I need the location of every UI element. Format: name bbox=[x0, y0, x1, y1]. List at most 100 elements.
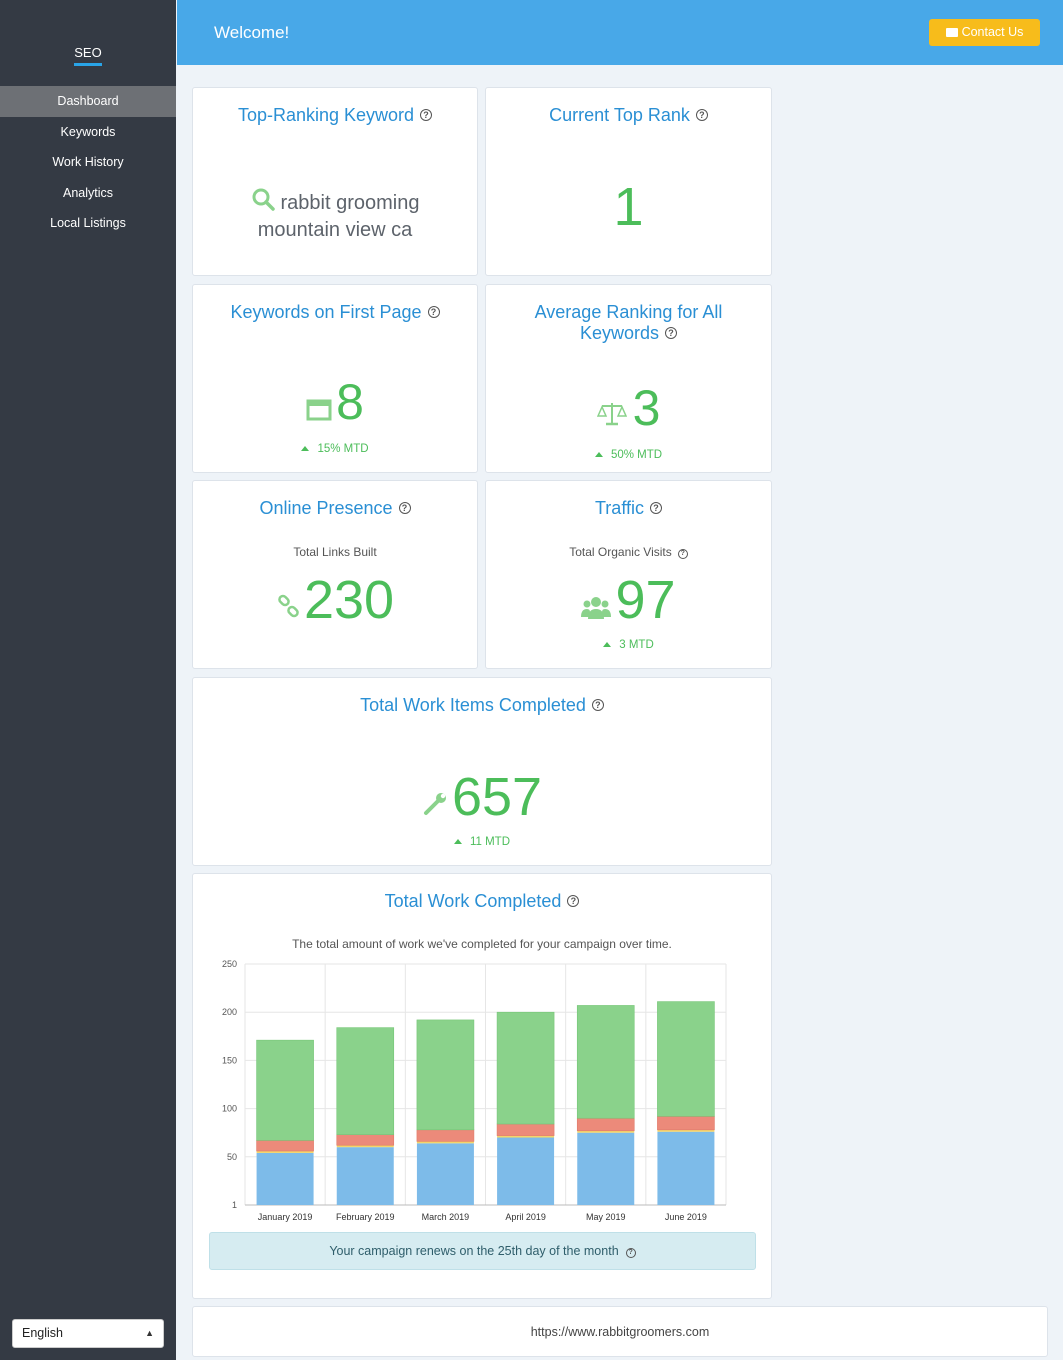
card-title: Keywords on First Page bbox=[230, 302, 422, 322]
language-select-value: English bbox=[22, 1326, 63, 1340]
help-icon[interactable]: ? bbox=[625, 1248, 636, 1258]
help-icon[interactable]: ? bbox=[427, 306, 440, 318]
browser-window-icon bbox=[306, 399, 332, 421]
link-icon bbox=[278, 594, 299, 618]
y-tick-label: 250 bbox=[222, 959, 237, 969]
scale-icon bbox=[596, 403, 627, 426]
bar-segment bbox=[497, 1137, 555, 1205]
contact-us-label: Contact Us bbox=[961, 25, 1024, 39]
brand-title[interactable]: SEO bbox=[0, 45, 176, 66]
card-title-line1: Average Ranking for All bbox=[534, 302, 723, 322]
renewal-text: Your campaign renews on the 25th day of … bbox=[329, 1244, 619, 1258]
help-icon[interactable]: ? bbox=[677, 549, 688, 559]
top-ranking-keyword-card: Top-Ranking Keyword? rabbit grooming mou… bbox=[192, 87, 478, 276]
sidebar: SEO Dashboard Keywords Work History Anal… bbox=[0, 0, 176, 1360]
average-ranking-value: 3 bbox=[632, 380, 661, 436]
sidebar-item-analytics[interactable]: Analytics bbox=[62, 185, 114, 200]
bar-segment bbox=[657, 1116, 715, 1131]
help-icon[interactable]: ? bbox=[591, 699, 604, 711]
card-title: Current Top Rank bbox=[549, 105, 690, 125]
bar-segment bbox=[256, 1151, 314, 1153]
bar-segment bbox=[256, 1140, 314, 1152]
envelope-icon bbox=[945, 28, 958, 37]
bar-segment bbox=[256, 1039, 314, 1141]
select-arrows-icon: ▲︎ bbox=[145, 1328, 154, 1338]
trend-up-icon bbox=[603, 642, 612, 647]
work-items-mtd: 11 MTD bbox=[469, 836, 511, 848]
card-title: Total Work Completed bbox=[384, 891, 562, 911]
top-keyword-line2: mountain view ca bbox=[257, 219, 413, 241]
help-icon[interactable]: ? bbox=[650, 502, 662, 514]
card-title: Online Presence bbox=[259, 498, 393, 518]
traffic-value: 97 bbox=[615, 570, 676, 630]
bar-segment bbox=[336, 1134, 395, 1146]
bar-segment bbox=[336, 1145, 394, 1148]
bar-segment bbox=[576, 1005, 635, 1119]
y-tick-label: 150 bbox=[222, 1055, 237, 1065]
online-presence-subtitle: Total Links Built bbox=[293, 545, 377, 559]
help-icon[interactable]: ? bbox=[665, 327, 678, 339]
help-icon[interactable]: ? bbox=[567, 895, 580, 907]
sidebar-nav: Dashboard Keywords Work History Analytic… bbox=[0, 86, 176, 239]
card-title: Top-Ranking Keyword bbox=[237, 105, 415, 125]
website-url-card: https://www.rabbitgroomers.com bbox=[192, 1306, 1048, 1357]
bar-segment bbox=[577, 1132, 635, 1205]
page-title: Welcome! bbox=[214, 23, 290, 42]
card-title: Total Work Items Completed bbox=[360, 695, 586, 715]
bar-segment bbox=[657, 1131, 715, 1205]
help-icon[interactable]: ? bbox=[398, 502, 411, 514]
bar-segment bbox=[657, 1001, 715, 1117]
bar-segment bbox=[416, 1141, 474, 1144]
y-tick-label: 200 bbox=[222, 1007, 237, 1017]
x-tick-label: March 2019 bbox=[422, 1212, 470, 1222]
y-tick-label: 50 bbox=[227, 1152, 237, 1162]
online-presence-card: Online Presence? Total Links Built 230 bbox=[192, 480, 478, 669]
traffic-mtd: 3 MTD bbox=[619, 639, 654, 651]
bar-segment bbox=[416, 1129, 475, 1142]
bar-segment bbox=[496, 1011, 555, 1125]
online-presence-value: 230 bbox=[303, 570, 395, 630]
x-tick-label: January 2019 bbox=[258, 1212, 313, 1222]
trend-up-icon bbox=[301, 446, 310, 451]
x-tick-label: June 2019 bbox=[665, 1212, 707, 1222]
language-select[interactable]: English ▲︎ bbox=[12, 1319, 164, 1348]
sidebar-item-work-history[interactable]: Work History bbox=[52, 155, 124, 169]
card-title: Traffic bbox=[594, 498, 644, 518]
bar-segment bbox=[336, 1147, 394, 1205]
help-icon[interactable]: ? bbox=[695, 109, 708, 121]
top-keyword: rabbit grooming mountain view ca bbox=[193, 187, 477, 244]
top-keyword-line1: rabbit grooming bbox=[280, 192, 420, 214]
x-tick-label: February 2019 bbox=[336, 1212, 395, 1222]
top-rank-value: 1 bbox=[613, 177, 644, 237]
users-icon bbox=[581, 597, 612, 619]
work-items-value: 657 bbox=[451, 767, 543, 827]
card-title-line2: Keywords bbox=[579, 323, 660, 343]
campaign-renewal-notice: Your campaign renews on the 25th day of … bbox=[209, 1232, 756, 1270]
wrench-icon bbox=[423, 793, 446, 815]
y-tick-label: 100 bbox=[222, 1104, 237, 1114]
average-ranking-mtd: 50% MTD bbox=[610, 449, 663, 461]
sidebar-item-dashboard[interactable]: Dashboard bbox=[0, 86, 176, 117]
x-tick-label: April 2019 bbox=[505, 1212, 546, 1222]
first-page-mtd: 15% MTD bbox=[317, 443, 369, 455]
bar-segment bbox=[576, 1117, 635, 1132]
traffic-card: Traffic? Total Organic Visits? 97 3 MTD bbox=[485, 480, 772, 669]
bar-segment bbox=[657, 1129, 715, 1132]
sidebar-item-keywords[interactable]: Keywords bbox=[60, 124, 116, 139]
website-url[interactable]: https://www.rabbitgroomers.com bbox=[530, 1325, 710, 1339]
help-icon[interactable]: ? bbox=[420, 109, 433, 121]
y-tick-label: 1 bbox=[232, 1200, 237, 1210]
bar-segment bbox=[577, 1130, 635, 1133]
sidebar-item-local-listings[interactable]: Local Listings bbox=[50, 216, 126, 230]
work-completed-card: Total Work Completed? The total amount o… bbox=[192, 873, 772, 1299]
traffic-subtitle: Total Organic Visits bbox=[569, 545, 672, 559]
bar-segment bbox=[416, 1143, 474, 1205]
bar-segment bbox=[416, 1019, 475, 1131]
contact-us-button[interactable]: Contact Us bbox=[929, 19, 1040, 46]
trend-up-icon bbox=[453, 839, 462, 844]
header: Welcome! Contact Us bbox=[177, 0, 1063, 65]
search-icon bbox=[252, 188, 275, 211]
chart-subtitle: The total amount of work we've completed… bbox=[292, 937, 672, 951]
average-ranking-card: Average Ranking for All Keywords? 3 50% M… bbox=[485, 284, 772, 473]
current-top-rank-card: Current Top Rank? 1 bbox=[485, 87, 772, 276]
